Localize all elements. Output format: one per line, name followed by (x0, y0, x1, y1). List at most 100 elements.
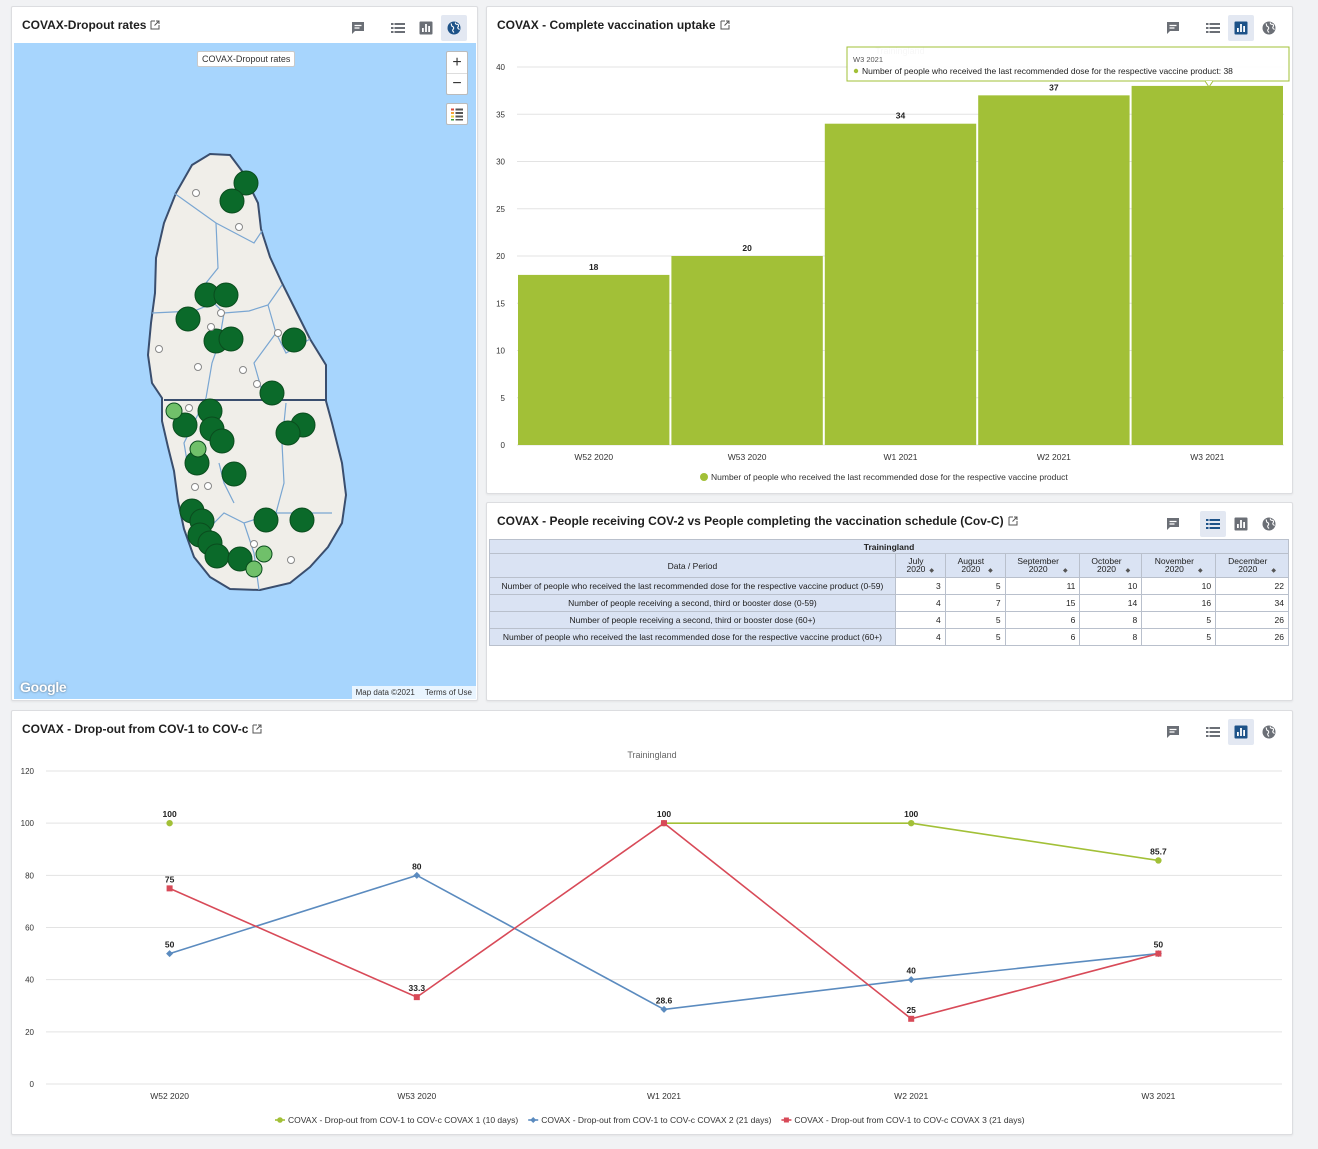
facility-markers[interactable] (165, 170, 316, 578)
external-link-icon[interactable] (252, 724, 262, 734)
zoom-in-button[interactable]: + (452, 53, 462, 71)
table-cell[interactable]: 6 (1004, 611, 1081, 629)
series-line[interactable] (664, 822, 1159, 862)
table-cell[interactable]: 6 (1004, 628, 1081, 646)
table-cell[interactable]: 14 (1079, 594, 1143, 612)
legend-label: Number of people who received the last r… (711, 472, 1068, 482)
interpretations-button[interactable] (1160, 719, 1186, 745)
line-card-title-text: COVAX - Drop-out from COV-1 to COV-c (22, 722, 249, 736)
table-cell[interactable]: 15 (1004, 594, 1081, 612)
period-month: November (1154, 556, 1194, 566)
bar-card-title: COVAX - Complete vaccination uptake (497, 18, 730, 32)
sort-icon[interactable]: ◆ (1125, 568, 1131, 574)
sort-icon[interactable]: ◆ (1062, 568, 1068, 574)
table-view-button[interactable] (1200, 15, 1226, 41)
external-link-icon[interactable] (150, 20, 160, 30)
series-point[interactable] (413, 871, 421, 879)
chart-view-button[interactable] (1228, 511, 1254, 537)
bar[interactable] (1131, 85, 1283, 446)
series-point[interactable] (1155, 950, 1162, 957)
map-view-button[interactable] (1256, 511, 1282, 537)
interpretations-button[interactable] (1160, 511, 1186, 537)
chart-view-button[interactable] (1228, 15, 1254, 41)
table-cell[interactable]: 5 (1141, 611, 1217, 629)
map-view-button[interactable] (1256, 15, 1282, 41)
chart-view-button[interactable] (413, 15, 439, 41)
map-view-button[interactable] (441, 15, 467, 41)
series-point[interactable] (908, 1015, 915, 1022)
series-point[interactable] (413, 994, 420, 1001)
series-point[interactable] (166, 885, 173, 892)
table-cell[interactable]: 34 (1215, 594, 1289, 612)
sort-icon[interactable]: ◆ (1197, 568, 1203, 574)
period-column-header[interactable]: December 2020 ◆ (1215, 553, 1289, 578)
bar-chart[interactable]: Trainingland0510152025303540W52 202018W5… (487, 43, 1292, 493)
period-column-header[interactable]: July 2020 ◆ (894, 553, 946, 578)
chart-view-button[interactable] (1228, 719, 1254, 745)
bar[interactable] (518, 274, 670, 445)
map-canvas[interactable]: COVAX-Dropout rates + − Google Map data … (14, 43, 476, 699)
external-link-icon[interactable] (1008, 516, 1018, 526)
table-cell[interactable]: 26 (1215, 611, 1289, 629)
pivot-body: Number of people who received the last r… (489, 577, 1289, 646)
period-column-header[interactable]: October 2020 ◆ (1079, 553, 1143, 578)
series-line[interactable] (169, 822, 1159, 1020)
sort-icon[interactable]: ◆ (1271, 568, 1276, 574)
x-tick-label: W52 2020 (150, 1091, 189, 1101)
x-tick-label: W1 2021 (883, 452, 917, 462)
table-cell[interactable]: 26 (1215, 628, 1289, 646)
bar[interactable] (671, 256, 823, 445)
line-chart[interactable]: Trainingland 0 20 40 60 80 100 120 W52 2020 W53 2… (12, 747, 1292, 1135)
table-cell[interactable]: 5 (944, 611, 1006, 629)
sort-icon[interactable]: ◆ (929, 568, 935, 574)
period-column-header[interactable]: August 2020 ◆ (944, 553, 1006, 578)
map-view-button[interactable] (1256, 719, 1282, 745)
interpretations-button[interactable] (1160, 15, 1186, 41)
series-point[interactable] (166, 819, 173, 827)
table-cell[interactable]: 5 (1141, 628, 1217, 646)
terms-of-use-link[interactable]: Terms of Use (424, 688, 472, 697)
period-column-header[interactable]: November 2020 ◆ (1141, 553, 1217, 578)
table-cell[interactable]: 3 (894, 577, 946, 595)
table-cell[interactable]: 16 (1141, 594, 1217, 612)
period-year: 2020 (906, 564, 926, 574)
table-cell[interactable]: 10 (1141, 577, 1217, 595)
external-link-icon[interactable] (720, 20, 730, 30)
series-point[interactable] (907, 976, 915, 984)
table-cell[interactable]: 10 (1079, 577, 1143, 595)
bar-data-label: 37 (1049, 82, 1059, 92)
table-view-button[interactable] (1200, 719, 1226, 745)
table-cell[interactable]: 7 (944, 594, 1006, 612)
map-legend-button[interactable] (446, 103, 468, 125)
y-tick-label: 0 (501, 441, 506, 450)
table-cell[interactable]: 4 (894, 594, 946, 612)
table-cell[interactable]: 8 (1079, 611, 1143, 629)
table-cell[interactable]: 11 (1004, 577, 1081, 595)
series-point[interactable] (908, 819, 915, 827)
series-point[interactable] (660, 1005, 668, 1013)
zoom-out-button[interactable]: − (447, 73, 467, 94)
series-line[interactable] (169, 874, 1159, 1011)
table-view-button[interactable] (385, 15, 411, 41)
table-cell[interactable]: 5 (944, 628, 1006, 646)
table-view-button[interactable] (1200, 511, 1226, 537)
chart-view-icon (1234, 21, 1248, 35)
bar[interactable] (824, 123, 977, 445)
sort-icon[interactable]: ◆ (988, 568, 993, 574)
series-point[interactable] (1155, 857, 1162, 864)
period-column-header[interactable]: September 2020 ◆ (1004, 553, 1081, 578)
comment-icon (352, 22, 364, 34)
island-map[interactable] (14, 43, 476, 699)
table-cell[interactable]: 4 (894, 628, 946, 646)
table-cell[interactable]: 22 (1215, 577, 1289, 595)
series-point[interactable] (661, 820, 667, 827)
table-cell[interactable]: 8 (1079, 628, 1143, 646)
series-point[interactable] (166, 950, 174, 958)
legend-marker (530, 1117, 537, 1123)
empty-markers[interactable] (155, 189, 295, 564)
table-cell[interactable]: 5 (944, 577, 1006, 595)
bar-chart-card: COVAX - Complete vaccination uptake Trai… (486, 6, 1293, 494)
table-cell[interactable]: 4 (894, 611, 946, 629)
interpretations-button[interactable] (345, 15, 371, 41)
bar[interactable] (978, 95, 1130, 445)
